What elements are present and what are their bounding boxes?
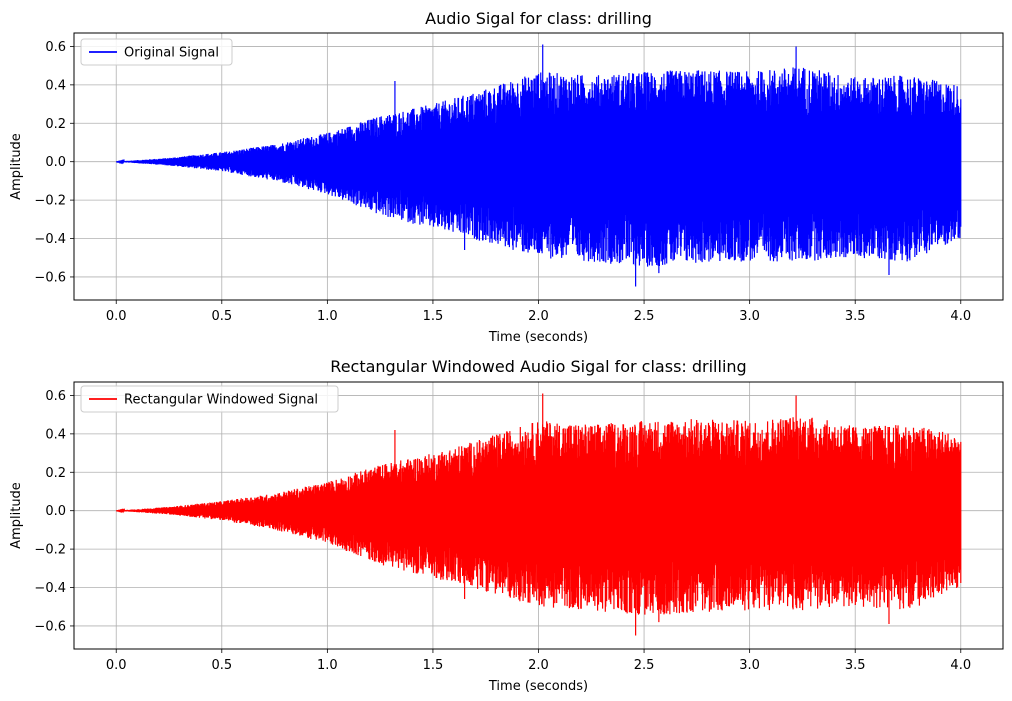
y-tick-label: −0.2 [34,194,66,209]
x-tick-label: 1.5 [423,309,444,324]
y-tick-label: −0.6 [34,270,66,285]
chart-title: Rectangular Windowed Audio Sigal for cla… [330,357,746,376]
x-tick-label: 2.0 [528,309,549,324]
x-tick-label: 3.0 [739,658,760,673]
y-axis-label: Amplitude [9,482,24,549]
x-tick-label: 0.5 [211,658,232,673]
x-tick-label: 3.0 [739,309,760,324]
x-tick-label: 4.0 [950,658,971,673]
x-tick-label: 1.0 [317,309,338,324]
y-tick-label: 0.2 [45,117,66,132]
y-tick-label: −0.4 [34,232,66,247]
legend-label: Rectangular Windowed Signal [124,393,318,408]
x-tick-label: 1.5 [423,658,444,673]
y-tick-label: −0.4 [34,581,66,596]
legend-box [80,38,233,66]
chart-panel-1: 0.0 0.5 1.0 1.5 2.0 2.5 3.0 3.5 4.0 −0.6 −0.4 −0.2 0… [9,9,1004,345]
x-tick-label: 0.5 [211,309,232,324]
y-tick-label: 0.6 [45,389,66,404]
x-axis-label: Time (seconds) [488,330,588,345]
legend: Original Signal [80,38,233,66]
x-tick-label: 2.0 [528,658,549,673]
legend-box [80,385,339,413]
chart-panel-2: 0.0 0.5 1.0 1.5 2.0 2.5 3.0 3.5 4.0 −0.6 −0.4 −0.2 0… [9,357,1004,694]
y-tick-label: 0.2 [45,466,66,481]
y-tick-label: 0.4 [45,78,66,93]
signal-line [116,393,962,636]
y-tick-label: −0.2 [34,543,66,558]
chart-title: Audio Sigal for class: drilling [425,9,652,28]
x-axis-label: Time (seconds) [488,679,588,694]
y-tick-label: 0.0 [45,504,66,519]
legend-label: Original Signal [124,46,219,61]
x-tick-label: 3.5 [845,658,866,673]
y-tick-label: 0.0 [45,155,66,170]
signal-line [116,44,962,287]
x-tick-label: 2.5 [634,658,655,673]
y-axis-label: Amplitude [9,133,24,200]
y-tick-label: 0.4 [45,427,66,442]
x-tick-label: 1.0 [317,658,338,673]
x-tick-label: 0.0 [106,658,127,673]
x-tick-label: 3.5 [845,309,866,324]
y-tick-label: −0.6 [34,619,66,634]
x-tick-label: 4.0 [950,309,971,324]
x-tick-label: 0.0 [106,309,127,324]
legend: Rectangular Windowed Signal [80,385,339,413]
y-tick-label: 0.6 [45,40,66,55]
x-tick-label: 2.5 [634,309,655,324]
